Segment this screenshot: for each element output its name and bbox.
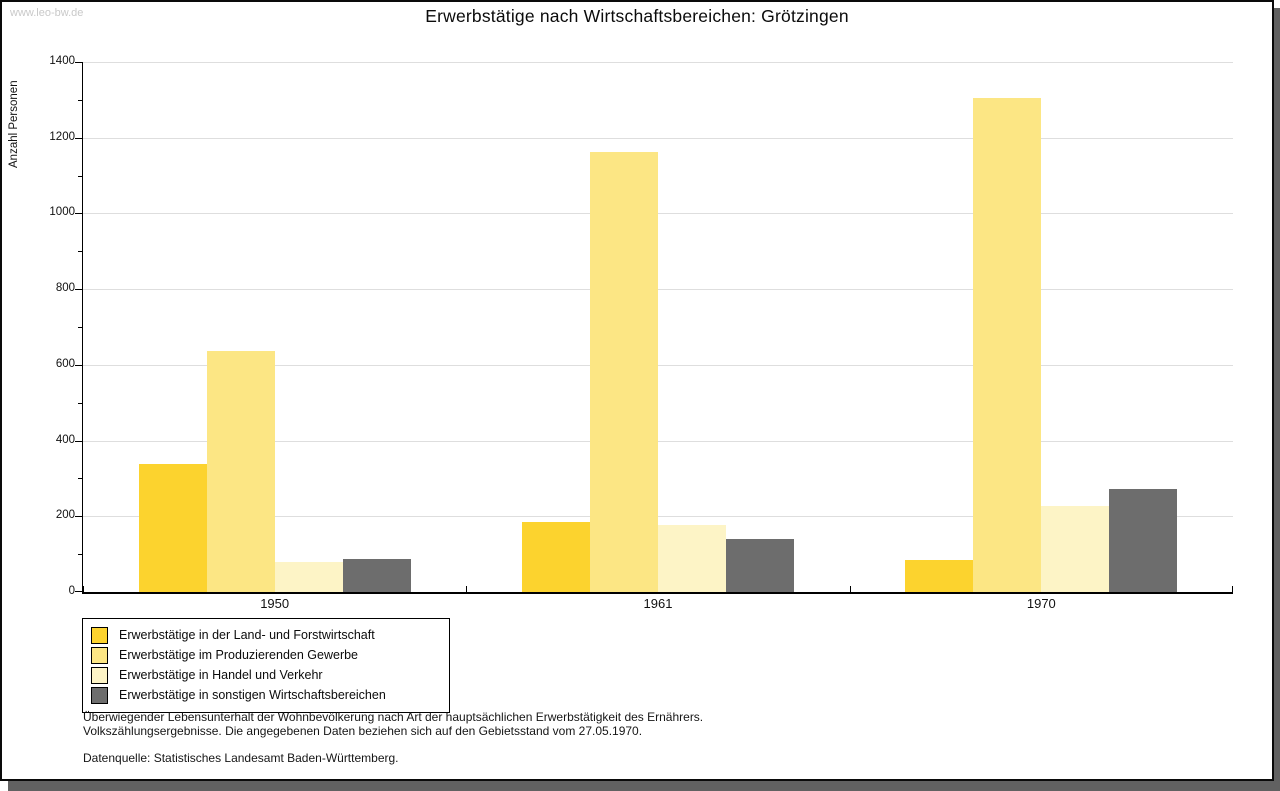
x-category-label-1970: 1970 bbox=[1026, 596, 1056, 611]
y-major-tick-600 bbox=[75, 364, 82, 366]
legend-label: Erwerbstätige in Handel und Verkehr bbox=[119, 668, 323, 682]
y-minor-tick-300 bbox=[78, 478, 82, 480]
footer-line-1: Überwiegender Lebensunterhalt der Wohnbe… bbox=[83, 710, 704, 724]
bar-1950-series3 bbox=[274, 562, 343, 592]
y-tick-label-200: 200 bbox=[55, 509, 75, 522]
legend-row-1: Erwerbstätige in der Land- und Forstwirt… bbox=[91, 625, 441, 645]
y-tick-label-1400: 1400 bbox=[49, 55, 75, 67]
gridline-y1200 bbox=[83, 137, 1233, 139]
y-tick-label-1200: 1200 bbox=[49, 130, 75, 143]
bar-1961-series2 bbox=[590, 152, 658, 592]
x-category-label-1950: 1950 bbox=[260, 596, 290, 611]
footer-line-2: Volkszählungsergebnisse. Die angegebenen… bbox=[83, 724, 643, 738]
y-tick-label-600: 600 bbox=[55, 357, 75, 370]
y-tick-label-400: 400 bbox=[55, 433, 75, 446]
legend-label: Erwerbstätige in der Land- und Forstwirt… bbox=[119, 628, 375, 642]
x-boundary-tick-1 bbox=[466, 586, 468, 592]
bar-1970-series2 bbox=[973, 98, 1042, 592]
y-major-tick-0 bbox=[75, 591, 82, 592]
legend-row-2: Erwerbstätige im Produzierenden Gewerbe bbox=[91, 645, 441, 665]
y-minor-tick-900 bbox=[78, 251, 82, 253]
plot-area: 0 200 400 600 800 1000 1200 1400 1950 1961 1970 bbox=[49, 55, 1233, 611]
legend-swatch-icon bbox=[91, 666, 108, 684]
y-major-tick-1400 bbox=[75, 62, 82, 63]
data-source-line: Datenquelle: Statistisches Landesamt Bad… bbox=[83, 751, 399, 765]
gridline-y1400 bbox=[83, 62, 1233, 63]
footer-notes: Überwiegender Lebensunterhalt der Wohnbe… bbox=[83, 710, 703, 765]
bar-1950-series2 bbox=[206, 350, 275, 592]
y-tick-label-800: 800 bbox=[55, 282, 75, 295]
y-minor-tick-1100 bbox=[78, 175, 82, 177]
y-major-tick-1000 bbox=[75, 213, 82, 215]
x-category-label-1961: 1961 bbox=[643, 596, 673, 611]
legend-swatch-icon bbox=[91, 646, 108, 664]
x-boundary-tick-2 bbox=[849, 586, 851, 592]
y-major-tick-200 bbox=[75, 516, 82, 518]
y-minor-tick-100 bbox=[78, 554, 82, 556]
x-boundary-tick-3 bbox=[1232, 586, 1233, 592]
y-tick-label-1000: 1000 bbox=[49, 206, 75, 219]
gridline-y800 bbox=[83, 289, 1233, 291]
bar-1970-series1 bbox=[905, 560, 974, 592]
legend-row-3: Erwerbstätige in Handel und Verkehr bbox=[91, 665, 441, 685]
gridline-y200 bbox=[83, 516, 1233, 518]
legend-label: Erwerbstätige in sonstigen Wirtschaftsbe… bbox=[119, 688, 386, 702]
bar-1961-series4 bbox=[726, 538, 794, 592]
bar-1970-series3 bbox=[1041, 506, 1110, 592]
watermark: www.leo-bw.de bbox=[10, 7, 84, 19]
bar-1970-series4 bbox=[1109, 488, 1178, 592]
y-major-tick-400 bbox=[75, 440, 82, 442]
y-minor-tick-1300 bbox=[78, 99, 82, 101]
y-major-tick-800 bbox=[75, 289, 82, 291]
bar-1961-series1 bbox=[522, 522, 590, 592]
legend-swatch-icon bbox=[91, 686, 108, 704]
chart-title: Erwerbstätige nach Wirtschaftsbereichen:… bbox=[425, 6, 849, 26]
bar-1950-series1 bbox=[138, 464, 207, 592]
legend-row-4: Erwerbstätige in sonstigen Wirtschaftsbe… bbox=[91, 685, 441, 705]
bar-1950-series4 bbox=[342, 559, 411, 592]
y-minor-tick-500 bbox=[78, 402, 82, 404]
gridline-y600 bbox=[83, 364, 1233, 366]
bar-1961-series3 bbox=[658, 525, 726, 592]
gridline-y1000 bbox=[83, 213, 1233, 215]
legend-label: Erwerbstätige im Produzierenden Gewerbe bbox=[119, 648, 359, 662]
y-major-tick-1200 bbox=[75, 137, 82, 139]
y-tick-label-0: 0 bbox=[68, 585, 75, 597]
y-minor-tick-700 bbox=[78, 327, 82, 328]
legend-box: Erwerbstätige in der Land- und Forstwirt… bbox=[82, 618, 450, 713]
gridline-y400 bbox=[83, 440, 1233, 442]
x-boundary-tick-0 bbox=[83, 586, 84, 592]
legend-swatch-icon bbox=[91, 626, 108, 644]
y-axis-label: Anzahl Personen bbox=[8, 80, 20, 168]
